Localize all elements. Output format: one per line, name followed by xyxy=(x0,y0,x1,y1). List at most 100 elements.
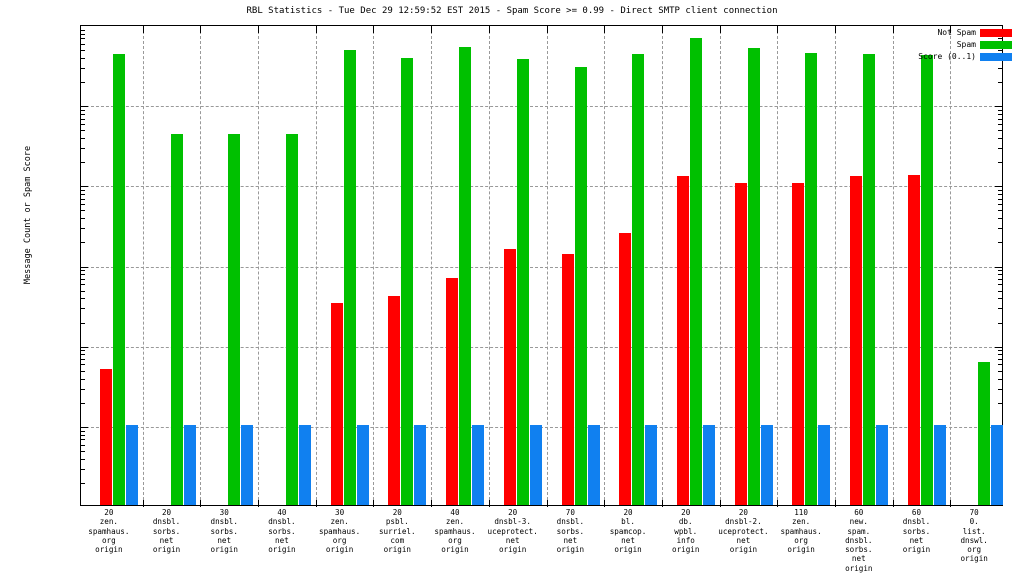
bar-group xyxy=(388,26,427,505)
bar-group xyxy=(273,26,312,505)
y-tick-mark xyxy=(995,346,1002,348)
y-tick-mark xyxy=(81,186,88,188)
x-tick-mark xyxy=(834,26,836,33)
y-minor-tick xyxy=(998,113,1002,115)
bar-score xyxy=(702,424,715,505)
bar-score xyxy=(818,424,831,505)
bar-group xyxy=(734,26,773,505)
x-tick-mark xyxy=(950,500,952,507)
y-minor-tick xyxy=(998,278,1002,280)
bar-spam xyxy=(920,55,933,505)
y-tick-mark xyxy=(81,346,88,348)
gridline xyxy=(81,106,1002,108)
legend: Not Spam Spam Score (0..1) xyxy=(918,27,1012,63)
bar-spam xyxy=(805,52,818,505)
y-tick-mark xyxy=(81,106,88,108)
bar-score xyxy=(933,424,946,505)
gridline xyxy=(81,346,1002,348)
y-minor-tick xyxy=(998,228,1002,230)
x-tick-label: 70 0. list. dnswl. org origin xyxy=(960,508,988,564)
x-tick-mark xyxy=(488,500,490,507)
bar-score xyxy=(587,424,600,505)
y-minor-tick xyxy=(81,82,85,84)
vertical-gridline xyxy=(661,26,663,505)
y-minor-tick xyxy=(998,123,1002,125)
vertical-gridline xyxy=(258,26,260,505)
y-minor-tick xyxy=(998,298,1002,300)
x-tick-mark xyxy=(431,26,433,33)
x-tick-label: 20 zen. spamhaus. org origin xyxy=(88,508,130,555)
bar-group xyxy=(158,26,196,505)
vertical-gridline xyxy=(431,26,433,505)
y-minor-tick xyxy=(81,130,85,132)
y-minor-tick xyxy=(81,194,85,196)
y-minor-tick xyxy=(81,370,85,372)
x-tick-mark xyxy=(719,26,721,33)
y-minor-tick xyxy=(998,82,1002,84)
bar-group xyxy=(907,26,946,505)
bar-spam xyxy=(862,54,875,505)
y-minor-tick xyxy=(81,322,85,324)
y-minor-tick xyxy=(998,118,1002,120)
y-minor-tick xyxy=(81,359,85,361)
vertical-gridline xyxy=(777,26,779,505)
bar-group xyxy=(215,26,254,505)
vertical-gridline xyxy=(488,26,490,505)
vertical-gridline xyxy=(719,26,721,505)
bar-not-spam xyxy=(907,175,920,505)
y-minor-tick xyxy=(998,290,1002,292)
bar-score xyxy=(645,424,658,505)
bar-spam xyxy=(747,48,760,505)
legend-label: Score (0..1) xyxy=(918,52,976,61)
bar-not-spam xyxy=(561,254,574,505)
bar-spam xyxy=(401,57,414,505)
y-minor-tick xyxy=(998,148,1002,150)
bar-group xyxy=(446,26,485,505)
x-axis-tick-labels: 20 zen. spamhaus. org origin 20 dnsbl. so… xyxy=(80,508,1003,576)
legend-swatch xyxy=(980,40,1012,49)
y-minor-tick xyxy=(81,278,85,280)
legend-swatch xyxy=(980,52,1012,61)
bar-score xyxy=(875,424,888,505)
y-minor-tick xyxy=(81,198,85,200)
bar-group xyxy=(561,26,600,505)
y-tick-mark xyxy=(81,426,88,428)
y-minor-tick xyxy=(998,308,1002,310)
y-axis-label: Message Count or Spam Score xyxy=(23,145,33,285)
x-tick-mark xyxy=(546,500,548,507)
y-minor-tick xyxy=(998,204,1002,206)
y-minor-tick xyxy=(81,138,85,140)
bar-score xyxy=(529,424,542,505)
x-tick-label: 20 dnsbl. sorbs. net origin xyxy=(152,508,181,555)
vertical-gridline xyxy=(892,26,894,505)
y-minor-tick xyxy=(998,350,1002,352)
x-tick-label: 30 dnsbl. sorbs. net origin xyxy=(210,508,238,555)
y-minor-tick xyxy=(998,354,1002,356)
y-minor-tick xyxy=(998,402,1002,404)
x-tick-mark xyxy=(546,26,548,33)
x-tick-label: 110 zen. spamhaus. org origin xyxy=(780,508,822,555)
bar-spam xyxy=(574,67,587,505)
bar-not-spam xyxy=(676,175,689,505)
y-minor-tick xyxy=(998,370,1002,372)
y-minor-tick xyxy=(81,270,85,272)
y-minor-tick xyxy=(81,458,85,460)
x-tick-label: 60 new. spam. dnsbl. sorbs. net origin xyxy=(845,508,873,573)
x-tick-mark xyxy=(315,26,317,33)
bar-not-spam xyxy=(849,175,862,505)
y-tick-mark xyxy=(995,186,1002,188)
y-minor-tick xyxy=(81,118,85,120)
y-minor-tick xyxy=(81,350,85,352)
bar-score xyxy=(126,424,138,505)
y-minor-tick xyxy=(998,242,1002,244)
bar-group xyxy=(619,26,658,505)
x-tick-mark xyxy=(200,500,202,507)
x-tick-mark xyxy=(661,26,663,33)
y-tick-mark xyxy=(995,266,1002,268)
y-tick-mark xyxy=(81,266,88,268)
x-tick-mark xyxy=(258,500,260,507)
y-minor-tick xyxy=(81,218,85,220)
y-minor-tick xyxy=(998,378,1002,380)
y-minor-tick xyxy=(81,109,85,111)
bar-not-spam xyxy=(388,295,401,505)
